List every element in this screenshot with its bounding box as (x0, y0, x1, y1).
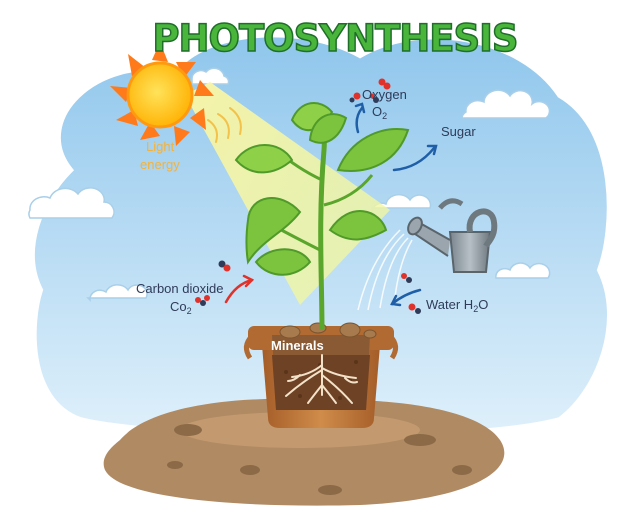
watering-can-icon (407, 198, 498, 273)
cloud-icon (495, 262, 551, 279)
cloud-icon (461, 89, 551, 119)
light-beam (185, 82, 390, 305)
molecule-icon (349, 78, 391, 103)
cloud-icon (191, 67, 230, 85)
light-label-line2: energy (140, 157, 180, 172)
water-label: Water H2O (426, 297, 489, 314)
oxygen-label: Oxygen (362, 87, 407, 102)
sun-icon (110, 42, 214, 146)
carbon-dioxide-label: Carbon dioxide (136, 281, 224, 296)
minerals-label: Minerals (271, 338, 324, 353)
heat-waves (207, 107, 242, 143)
molecule-icon (401, 273, 421, 314)
oxygen-formula: O2 (372, 104, 388, 121)
cloud-icon (86, 284, 148, 303)
plant-icon (234, 102, 410, 331)
arrow-icon (354, 102, 366, 134)
arrow-icon (224, 274, 255, 304)
molecule-icon (195, 260, 231, 306)
arrow-icon (392, 144, 438, 172)
page-title: PHOTOSYNTHESIS (152, 17, 520, 60)
cloud-icon (28, 187, 115, 219)
sugar-label: Sugar (441, 124, 476, 139)
pot-icon (244, 322, 398, 428)
arrow-icon (390, 288, 422, 307)
carbon-dioxide-formula: Co2 (170, 299, 192, 316)
light-label-line1: Light (146, 139, 175, 154)
